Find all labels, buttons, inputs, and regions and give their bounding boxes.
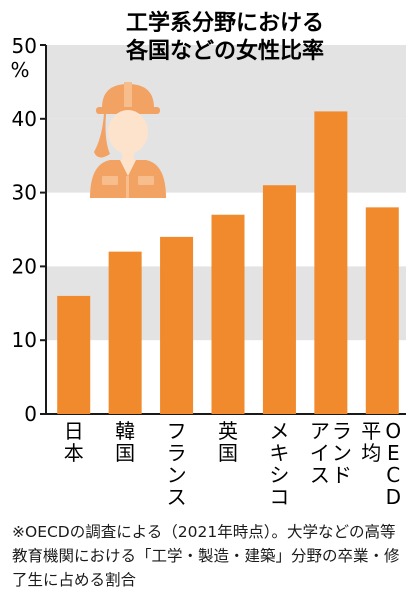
x-label-char: コ (269, 485, 289, 509)
x-label-char: 均 (361, 441, 381, 465)
x-label-char: E (387, 441, 400, 465)
x-label-char: 国 (115, 441, 135, 465)
x-label-char: 韓 (115, 419, 135, 443)
y-axis: 0 10 20 30 40 50% (10, 34, 406, 426)
bar-英国 (211, 214, 245, 414)
x-label-char: ン (167, 463, 187, 487)
x-label-char: イ (310, 441, 330, 465)
x-label-char: ラ (167, 441, 187, 465)
chart-title-line: 工学系分野における (126, 10, 324, 36)
bar-日本 (57, 295, 91, 414)
y-tick-label: 30 (12, 181, 37, 205)
x-label-char: O (385, 419, 401, 443)
x-label-char: 日 (64, 419, 84, 443)
bar-アイスランド (314, 111, 348, 415)
y-tick-label: 20 (12, 254, 37, 278)
x-label-char: フ (167, 419, 187, 443)
x-label-char: ス (167, 485, 187, 509)
bar-メキシコ (262, 185, 296, 414)
x-label-char: 本 (64, 441, 84, 465)
x-label-char: メ (269, 419, 289, 443)
y-unit-label: % (10, 58, 29, 82)
y-tick-label: 0 (24, 402, 37, 426)
bar-OECD平均 (365, 207, 399, 414)
x-label-char: 国 (218, 441, 238, 465)
x-label-char: ア (310, 419, 330, 443)
footnote: ※OECDの調査による（2021年時点）。大学などの高等教育機関における「工学・… (12, 523, 400, 589)
y-tick-label: 40 (12, 107, 37, 131)
y-tick-label: 10 (12, 328, 37, 352)
x-label-char: C (386, 463, 400, 487)
x-label-char: ド (332, 463, 352, 487)
x-label-char: 平 (361, 419, 381, 443)
female-worker-hardhat-icon (90, 82, 166, 198)
x-label-char: 英 (218, 419, 238, 443)
x-label-char: シ (269, 463, 289, 487)
x-label-char: ス (310, 463, 330, 487)
bar-フランス (160, 236, 194, 414)
bar-韓国 (108, 251, 142, 414)
bars (57, 111, 399, 415)
x-label-char: ン (332, 441, 352, 465)
chart-title-line: 各国などの女性比率 (125, 38, 324, 64)
y-tick-label-top: 50 (12, 34, 37, 58)
x-label-char: キ (269, 441, 289, 465)
x-label-char: ラ (332, 419, 352, 443)
x-label-char: D (386, 485, 401, 509)
